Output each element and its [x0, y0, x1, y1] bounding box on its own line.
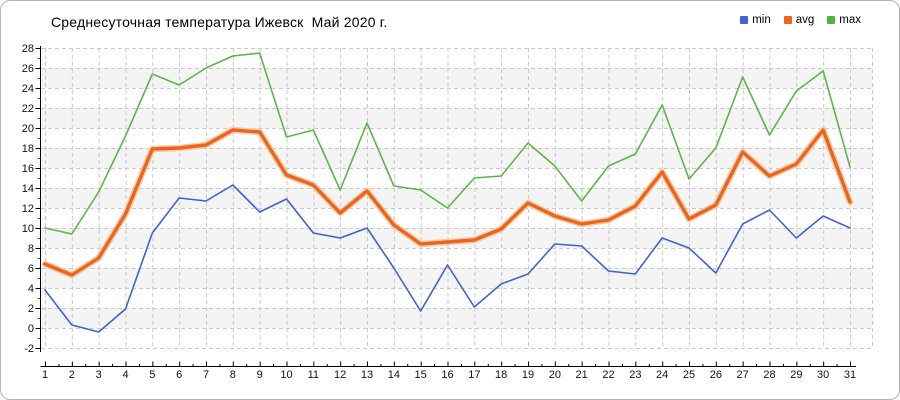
x-tick-label: 18 [495, 369, 507, 381]
chart-title: Среднесуточная температура Ижевск Май 20… [51, 14, 388, 30]
legend-label-max: max [839, 14, 861, 26]
y-tick-label: 26 [22, 63, 34, 75]
y-tick-label: 16 [22, 163, 34, 175]
x-tick-label: 31 [844, 369, 856, 381]
legend-swatch-min [740, 16, 749, 24]
y-tick-label: 28 [22, 43, 34, 55]
legend-item-min: min [740, 14, 771, 26]
x-tick-label: 9 [257, 369, 263, 381]
y-tick-label: 22 [22, 103, 34, 115]
y-tick-label: -2 [24, 343, 34, 355]
legend-swatch-max [827, 16, 836, 24]
x-tick-label: 29 [790, 369, 802, 381]
y-tick-label: 0 [28, 323, 34, 335]
x-tick-label: 8 [230, 369, 236, 381]
legend-item-max: max [827, 14, 861, 26]
x-tick-label: 11 [308, 369, 319, 381]
x-tick-label: 26 [710, 369, 722, 381]
x-tick-label: 10 [280, 369, 292, 381]
legend: min avg max [740, 14, 861, 26]
legend-swatch-avg [783, 16, 792, 24]
band [41, 108, 872, 128]
band [41, 228, 872, 248]
x-tick-label: 13 [361, 369, 373, 381]
series-min-line [44, 184, 851, 333]
x-tick-label: 17 [468, 369, 480, 381]
x-tick-label: 7 [203, 369, 209, 381]
y-tick-label: 12 [22, 203, 34, 215]
x-tick-label: 6 [176, 369, 182, 381]
x-tick-label: 15 [415, 369, 427, 381]
band [41, 148, 872, 168]
x-tick-label: 20 [549, 369, 561, 381]
x-tick-label: 14 [388, 369, 400, 381]
y-tick-label: 10 [22, 223, 34, 235]
y-tick-label: 2 [28, 303, 34, 315]
band [41, 308, 872, 328]
x-tick-label: 25 [683, 369, 695, 381]
x-tick-label: 2 [69, 369, 75, 381]
x-tick-label: 12 [334, 369, 346, 381]
legend-label-avg: avg [795, 14, 815, 26]
x-tick-label: 3 [96, 369, 102, 381]
series-avg-line [43, 128, 852, 277]
y-tick-label: 20 [22, 123, 34, 135]
y-tick-label: 8 [28, 243, 34, 255]
x-tick-label: 5 [149, 369, 155, 381]
x-tick-label: 28 [763, 369, 775, 381]
gridlines [41, 48, 873, 349]
legend-item-avg: avg [783, 14, 815, 26]
x-tick-label: 23 [629, 369, 641, 381]
x-tick-label: 30 [817, 369, 829, 381]
x-tick-label: 21 [576, 369, 588, 381]
x-axis: 1 2 3 4 5 6 7 8 9 10 11 12 13 14 15 16 17 18 19 20 21 22 23 24 2… [40, 361, 856, 381]
y-tick-label: 4 [28, 283, 34, 295]
band [41, 68, 872, 88]
x-tick-label: 22 [602, 369, 614, 381]
y-tick-label: 18 [22, 143, 34, 155]
x-tick-label: 1 [42, 369, 48, 381]
x-tick-label: 19 [522, 369, 534, 381]
y-tick-label: 6 [28, 263, 34, 275]
x-tick-label: 24 [656, 369, 668, 381]
series-max-line [44, 52, 851, 235]
x-tick-label: 16 [441, 369, 453, 381]
y-tick-label: 24 [22, 83, 34, 95]
x-tick-label: 27 [737, 369, 749, 381]
y-tick-label: 14 [22, 183, 34, 195]
legend-label-min: min [752, 14, 771, 26]
x-tick-label: 4 [122, 369, 128, 381]
